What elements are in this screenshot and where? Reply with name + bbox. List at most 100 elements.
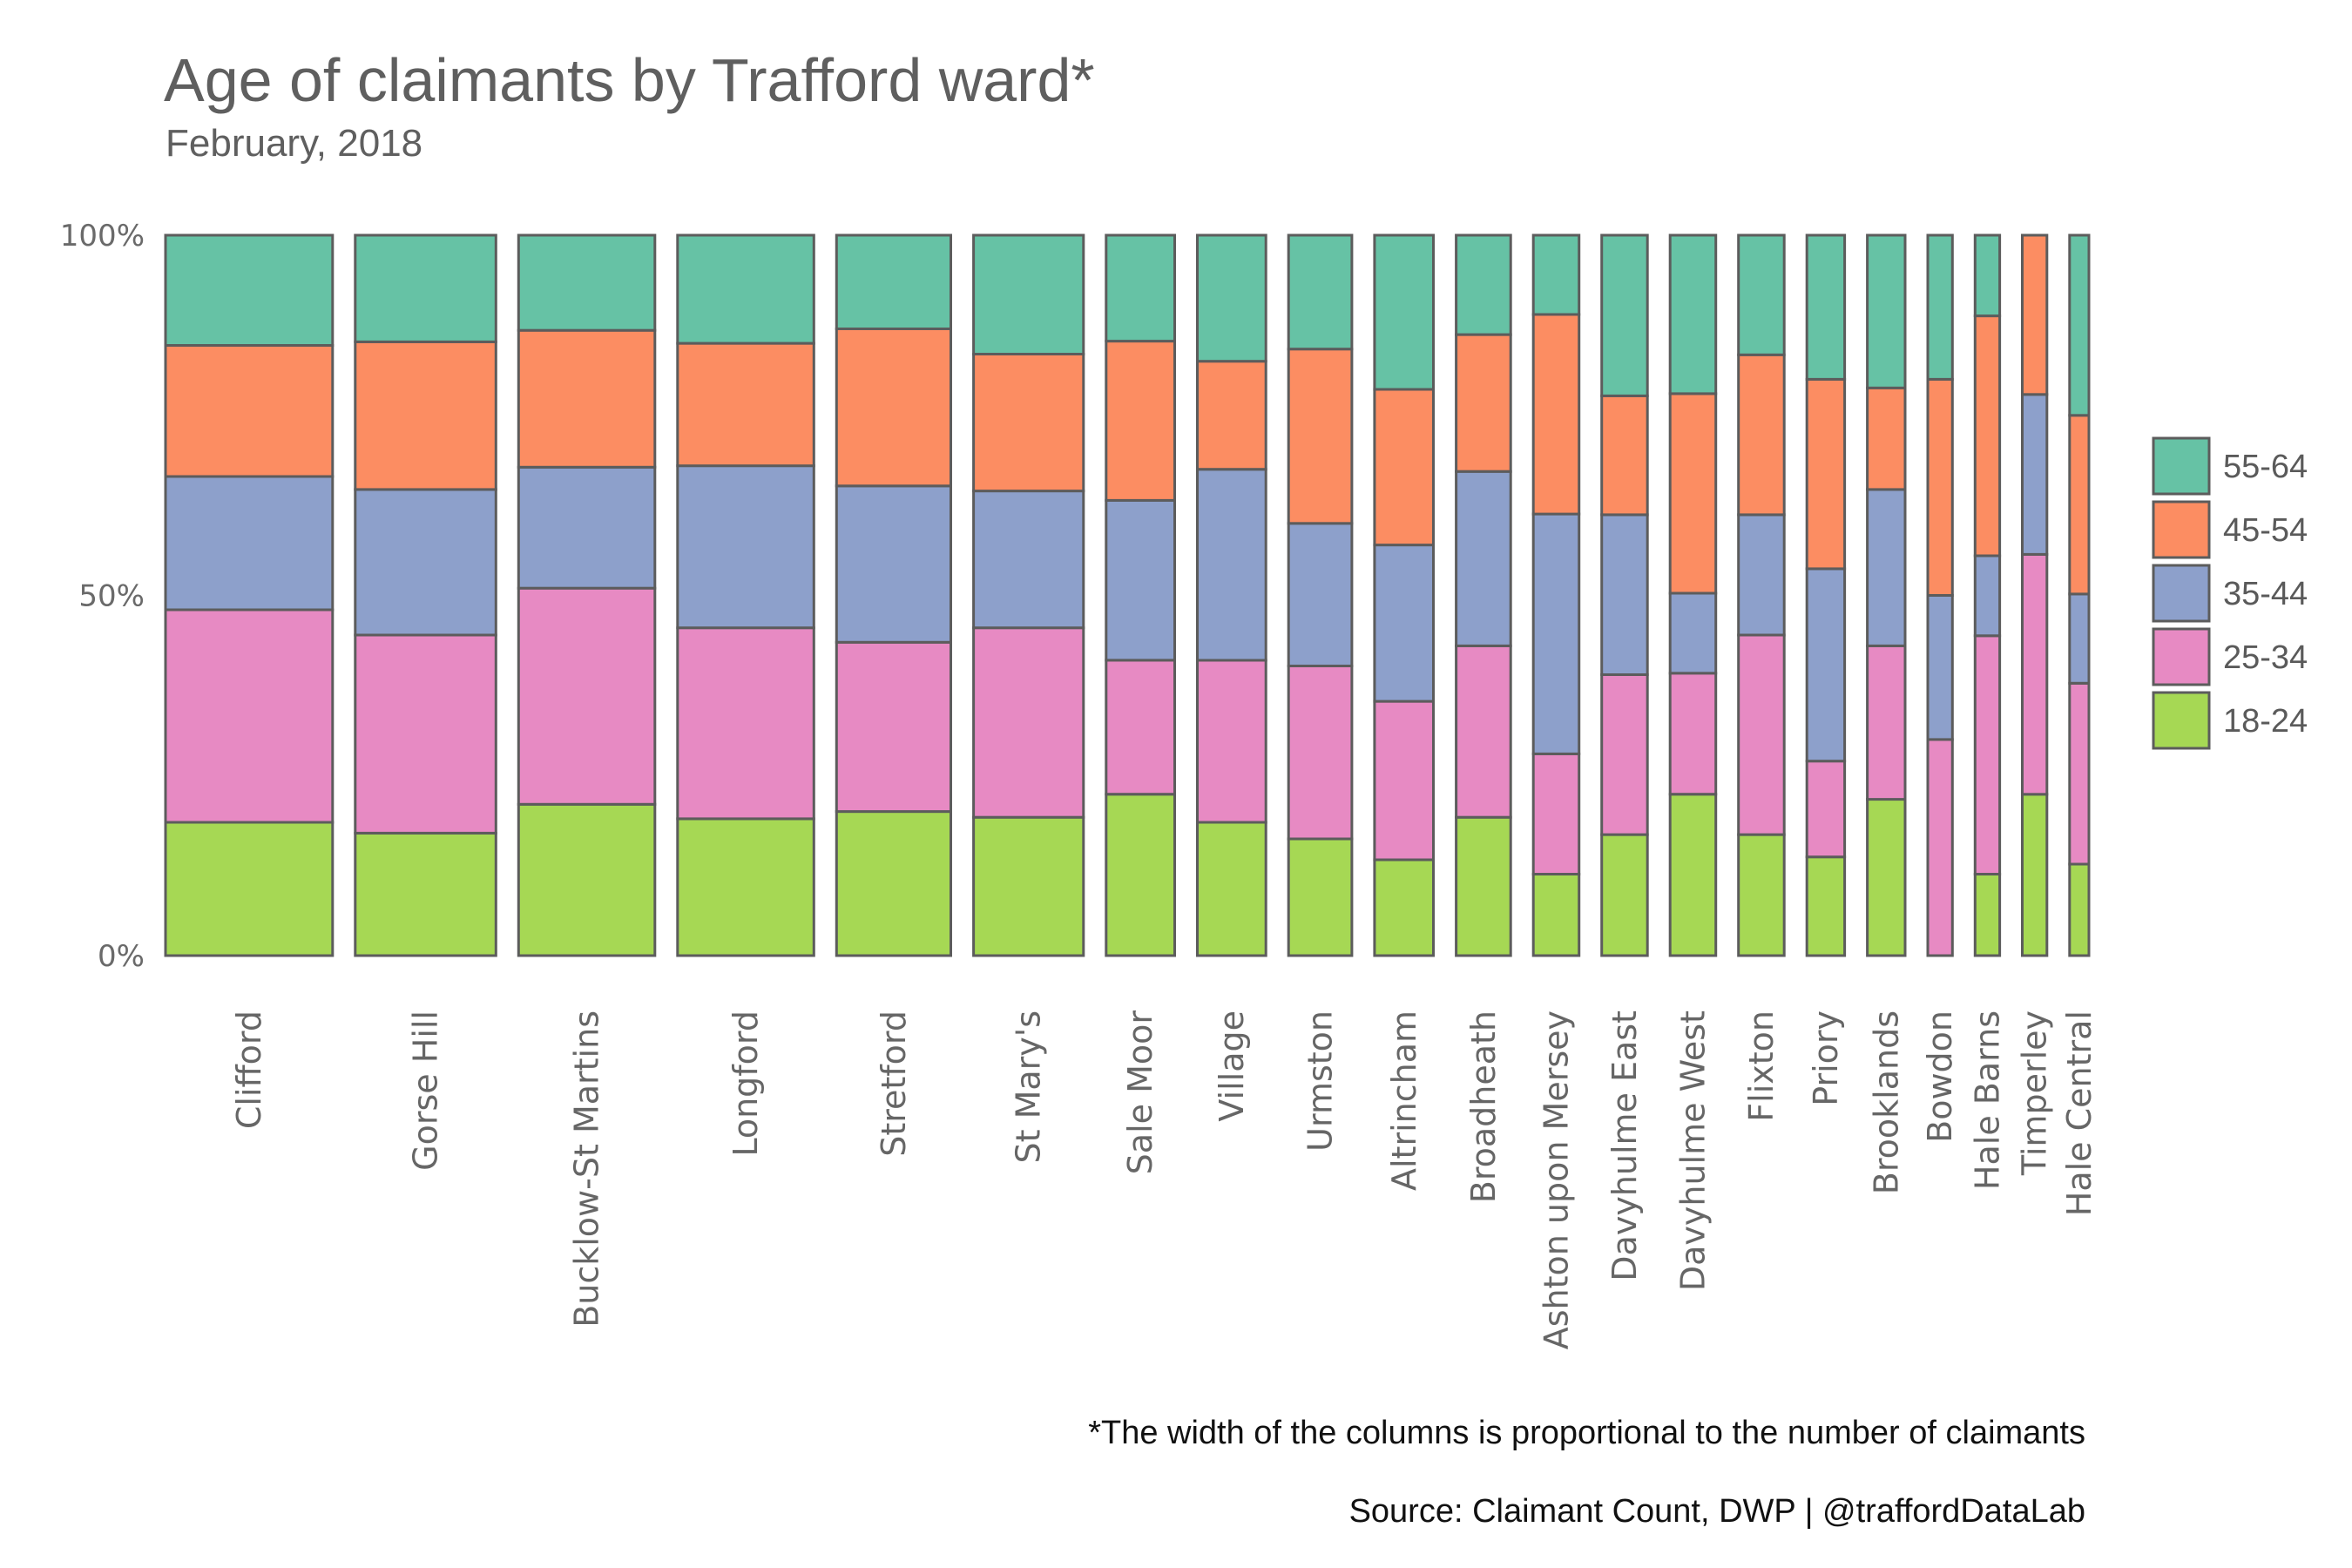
bar-segment <box>1866 233 1907 389</box>
y-tick-label: 0% <box>98 939 145 974</box>
bar-segment <box>1973 554 2002 638</box>
bar-segment <box>835 484 952 644</box>
bar-segment <box>1373 858 1436 957</box>
bar-segment <box>835 328 952 488</box>
legend-label: 35-44 <box>2223 576 2308 612</box>
bar-segment <box>972 490 1085 630</box>
bar-segment <box>354 340 497 491</box>
x-tick-label: Bucklow-St Martins <box>568 1010 606 1328</box>
bar-segment <box>1973 634 2002 875</box>
x-tick-label: Brooklands <box>1867 1010 1905 1194</box>
bar-segment <box>1531 233 1581 316</box>
bar-segment <box>354 488 497 637</box>
bar-segment <box>354 233 497 343</box>
bar-segment <box>1287 665 1354 841</box>
bar-segment <box>1866 644 1907 801</box>
bar-segment <box>1600 833 1649 957</box>
bar-segment <box>2068 414 2091 596</box>
bar-segment <box>1455 333 1512 473</box>
x-tick-label: Priory <box>1807 1010 1845 1106</box>
caption-note: *The width of the columns is proportiona… <box>1088 1415 2085 1451</box>
bar-segment <box>517 233 657 332</box>
x-tick-label: Davyhulme West <box>1673 1010 1712 1291</box>
y-axis: 0% 50% 100% <box>60 219 145 974</box>
bar-segment <box>1973 873 2002 957</box>
bar-segment <box>1737 353 1786 517</box>
x-tick-label: Broadheath <box>1464 1010 1503 1203</box>
bar-segment <box>1805 760 1847 859</box>
bar-segment <box>1737 233 1786 356</box>
bar-segment <box>1531 313 1581 516</box>
bar-segment <box>2021 552 2049 796</box>
bar-segment <box>1600 394 1649 517</box>
bar-segment <box>835 640 952 814</box>
x-tick-label: Urmston <box>1301 1010 1340 1152</box>
bar-segment <box>1373 544 1436 703</box>
bar-segment <box>1973 314 2002 558</box>
bar-segment <box>1866 798 1907 957</box>
bar-segment <box>1805 855 1847 957</box>
bar-segment <box>676 464 815 630</box>
legend-label: 45-54 <box>2223 512 2308 549</box>
bar-segment <box>2068 862 2091 957</box>
bar-segment <box>1866 386 1907 491</box>
bar-segment <box>1668 591 1718 675</box>
bar-segment <box>1805 567 1847 763</box>
bar-segment <box>1737 633 1786 836</box>
bar-segment <box>1668 233 1718 395</box>
bar-segment <box>1805 377 1847 571</box>
x-tick-label: Sale Moor <box>1121 1010 1159 1175</box>
bar-segment <box>354 633 497 835</box>
bar-segment <box>1105 659 1177 796</box>
bar-segment <box>1105 793 1177 957</box>
x-tick-label: Clifford <box>230 1010 268 1129</box>
legend-key <box>2152 564 2211 623</box>
bar-segment <box>1455 815 1512 957</box>
bar-segment <box>1455 644 1512 819</box>
x-tick-label: Stretford <box>875 1010 913 1157</box>
bar-segment <box>1531 752 1581 876</box>
bar-segment <box>1105 340 1177 502</box>
legend: 55-64 45-54 35-44 25-34 18-24 <box>2152 436 2308 750</box>
x-tick-label: Bowdon <box>1921 1010 1959 1143</box>
bar-segment <box>1600 673 1649 836</box>
bar-segment <box>1196 360 1267 471</box>
bar-segment <box>1373 700 1436 862</box>
bar-segment <box>1926 377 1954 597</box>
bar-segment <box>1926 738 1954 957</box>
bar-segment <box>972 626 1085 819</box>
y-tick-label: 50% <box>78 579 145 614</box>
bar-segment <box>676 341 815 468</box>
bar-segment <box>676 233 815 345</box>
bar-segment <box>164 608 335 824</box>
x-tick-label: Hale Central <box>2060 1010 2099 1216</box>
bar-segment <box>2068 233 2091 417</box>
bar-segment <box>517 802 657 957</box>
bar-segments <box>164 233 2091 957</box>
legend-key <box>2152 500 2211 559</box>
bar-segment <box>1287 522 1354 667</box>
bar-segment <box>1373 388 1436 547</box>
chart-subtitle: February, 2018 <box>166 122 423 165</box>
x-tick-label: Hale Barns <box>1968 1010 2006 1190</box>
bar-segment <box>517 328 657 469</box>
bar-segment <box>164 821 335 957</box>
bar-segment <box>1105 498 1177 662</box>
legend-key <box>2152 627 2211 686</box>
x-tick-label: Altrincham <box>1385 1010 1423 1191</box>
bar-segment <box>1455 470 1512 647</box>
bar-segment <box>1737 513 1786 637</box>
chart-title: Age of claimants by Trafford ward* <box>164 46 1095 114</box>
x-tick-label: Timperley <box>2016 1010 2054 1176</box>
bar-segment <box>972 815 1085 957</box>
bar-segment <box>676 817 815 957</box>
bar-segment <box>1668 672 1718 796</box>
bar-segment <box>972 233 1085 355</box>
bar-segment <box>1287 348 1354 525</box>
bar-segment <box>972 353 1085 493</box>
bar-segment <box>2021 233 2049 396</box>
bar-segment <box>1668 392 1718 595</box>
bar-segment <box>835 810 952 957</box>
x-tick-label: Village <box>1213 1010 1251 1122</box>
